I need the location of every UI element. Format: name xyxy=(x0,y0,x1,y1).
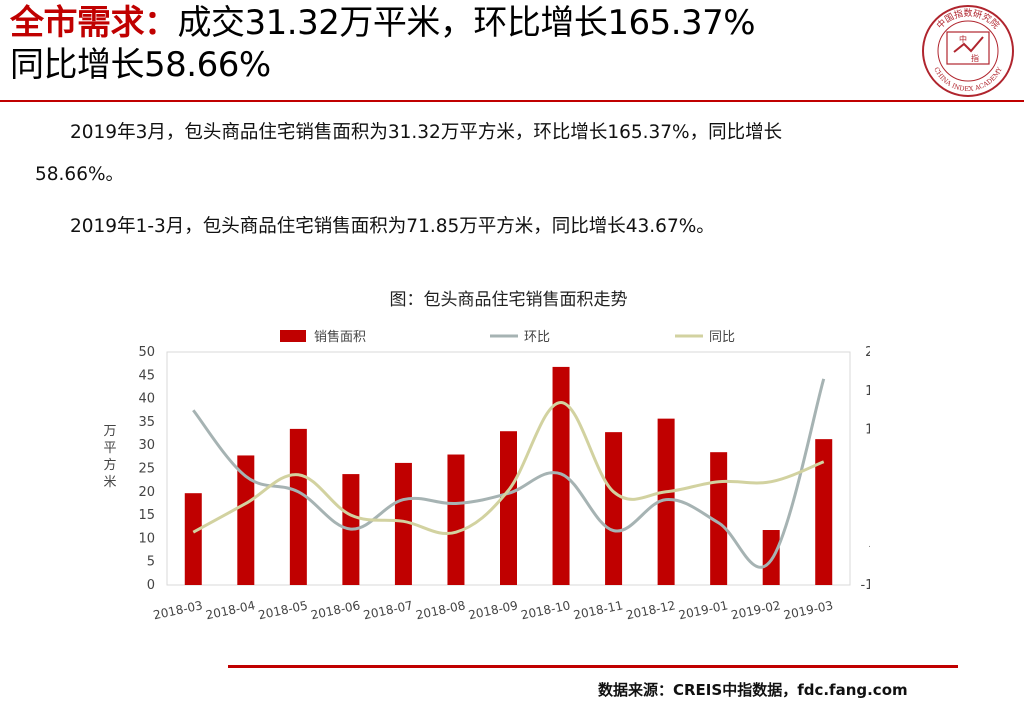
logo-center-char2: 指 xyxy=(971,53,979,63)
y-tick-label: 20 xyxy=(138,485,155,500)
x-tick-label: 2018-09 xyxy=(467,598,519,622)
legend-label-1: 环比 xyxy=(524,330,550,345)
y2-tick-label: -50 xyxy=(869,539,870,554)
bar xyxy=(447,454,465,585)
chart-title: 图：包头商品住宅销售面积走势 xyxy=(390,290,628,310)
paragraph-2: 2019年1-3月，包头商品住宅销售面积为71.85万平方米，同比增长43.67… xyxy=(70,216,715,237)
y-tick-label: 5 xyxy=(147,555,155,570)
x-tick-label: 2018-08 xyxy=(415,598,467,622)
legend-label-2: 同比 xyxy=(709,330,735,345)
paragraph-1-continued: 58.66%。 xyxy=(35,164,125,185)
bar xyxy=(394,462,412,585)
footer-divider xyxy=(228,665,958,668)
y-tick-label: 50 xyxy=(138,345,155,360)
y-tick-label: 15 xyxy=(138,508,155,523)
x-tick-label: 2019-01 xyxy=(677,598,729,622)
y-tick-label: 40 xyxy=(138,392,155,407)
bar xyxy=(552,366,570,585)
bar xyxy=(184,493,202,585)
y-tick-label: 10 xyxy=(138,531,155,546)
bar xyxy=(815,439,833,585)
x-tick-label: 2018-12 xyxy=(625,598,677,622)
legend-swatch-0 xyxy=(280,330,306,342)
bar xyxy=(237,455,255,585)
x-tick-label: 2019-03 xyxy=(782,598,834,622)
y-tick-label: 0 xyxy=(147,578,155,593)
x-tick-label: 2018-05 xyxy=(257,598,309,622)
paragraph-1: 2019年3月，包头商品住宅销售面积为31.32万平方米，环比增长165.37%… xyxy=(70,122,783,143)
x-tick-label: 2018-10 xyxy=(520,598,572,622)
x-tick-label: 2018-03 xyxy=(152,598,204,622)
china-index-academy-logo: 中国指数研究院 CHINA INDEX ACADEMY 中 指 xyxy=(922,5,1014,97)
bar xyxy=(500,431,517,585)
x-tick-label: 2018-06 xyxy=(310,598,362,622)
y2-tick-label: -100 xyxy=(860,578,870,593)
title-keyword: 全市需求： xyxy=(10,3,178,43)
y2-tick-label: 150 xyxy=(865,384,870,399)
bar xyxy=(289,428,307,585)
title-divider xyxy=(0,100,1024,102)
x-tick-label: 2018-04 xyxy=(204,598,256,622)
title-rest: 成交31.32万平米，环比增长165.37% xyxy=(177,3,756,43)
bar xyxy=(605,432,623,585)
y2-tick-label: 200 xyxy=(865,345,870,360)
y-tick-label: 30 xyxy=(138,438,155,453)
series-line xyxy=(192,400,825,535)
y-axis-label: 万平方米 xyxy=(103,424,116,490)
y2-tick-label: 100 xyxy=(865,423,870,438)
y-tick-label: 45 xyxy=(138,368,155,383)
bar xyxy=(657,418,675,585)
page-title: 全市需求：成交31.32万平米，环比增长165.37% 同比增长58.66% xyxy=(10,2,910,86)
logo-center-char: 中 xyxy=(959,34,967,44)
logo-trend-icon xyxy=(953,36,984,53)
y-tick-label: 25 xyxy=(138,462,155,477)
y-tick-label: 35 xyxy=(138,415,155,430)
x-tick-label: 2019-02 xyxy=(730,598,782,622)
title-line2: 同比增长58.66% xyxy=(10,45,271,85)
data-source: 数据来源：CREIS中指数据，fdc.fang.com xyxy=(598,681,908,699)
legend-label-0: 销售面积 xyxy=(314,329,366,345)
series-line xyxy=(192,378,826,569)
x-tick-label: 2018-11 xyxy=(572,598,624,622)
bar xyxy=(710,452,728,585)
x-tick-label: 2018-07 xyxy=(362,598,414,622)
